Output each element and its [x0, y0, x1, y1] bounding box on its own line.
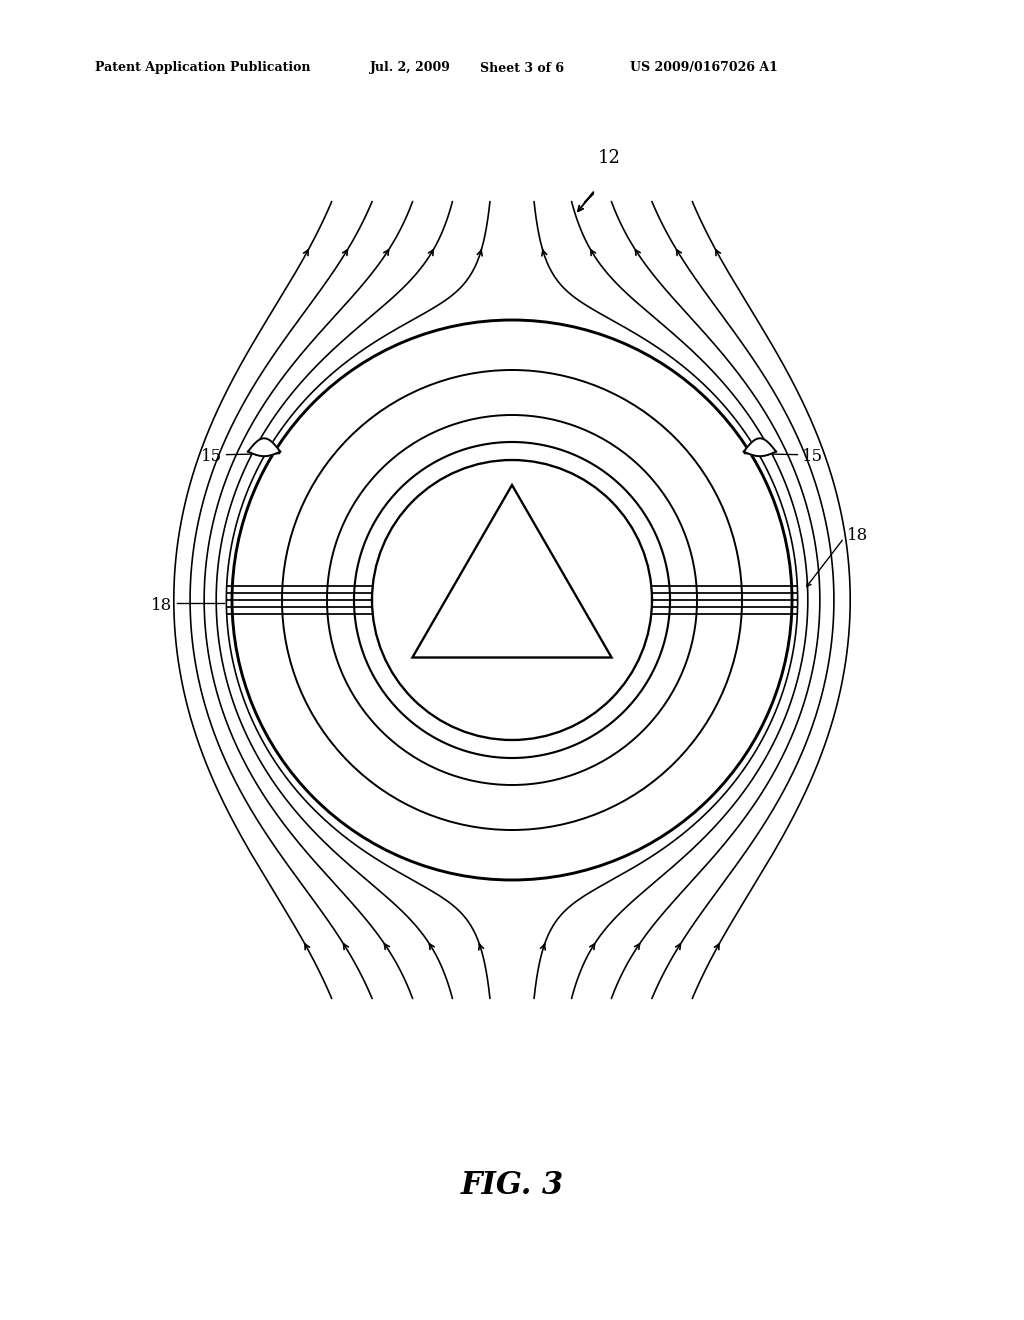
Text: US 2009/0167026 A1: US 2009/0167026 A1: [630, 62, 778, 74]
Text: 18: 18: [847, 527, 868, 544]
Text: 15: 15: [202, 447, 222, 465]
Text: Jul. 2, 2009: Jul. 2, 2009: [370, 62, 451, 74]
Text: FIG. 3: FIG. 3: [461, 1170, 563, 1200]
Text: 15: 15: [802, 447, 822, 465]
Text: 12: 12: [598, 149, 621, 168]
Polygon shape: [743, 438, 776, 457]
Text: Sheet 3 of 6: Sheet 3 of 6: [480, 62, 564, 74]
Text: 18: 18: [151, 597, 172, 614]
Polygon shape: [248, 438, 281, 457]
Text: Patent Application Publication: Patent Application Publication: [95, 62, 310, 74]
